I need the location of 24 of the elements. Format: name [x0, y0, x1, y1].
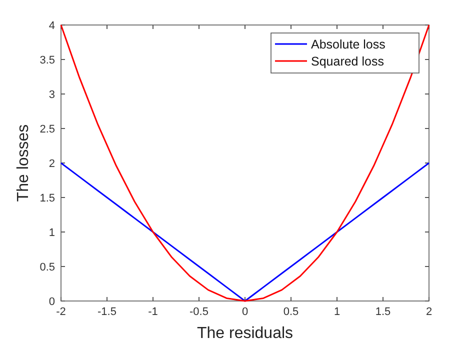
x-tick-label: -2: [56, 306, 66, 318]
y-tick-label: 0: [48, 296, 55, 308]
x-tick-label: 0: [242, 306, 248, 318]
x-tick-label: 1.5: [375, 306, 391, 318]
y-tick-label: 0.5: [40, 262, 55, 274]
y-tick-label: 1: [48, 227, 55, 239]
y-tick-label: 1.5: [40, 192, 55, 204]
x-tick-label: 0.5: [283, 306, 299, 318]
y-tick-label: 2: [48, 158, 55, 170]
y-tick-label: 3: [48, 89, 55, 101]
line-series: [60, 24, 430, 302]
y-tick-label: 4: [48, 20, 55, 32]
x-tick-label: 1: [334, 306, 340, 318]
y-tick-label: 2.5: [40, 124, 55, 136]
x-tick-label: -1.5: [98, 306, 116, 318]
y-axis-title: The losses: [15, 124, 32, 202]
x-tick-label: 2: [426, 306, 432, 318]
x-tick-label: -0.5: [190, 306, 208, 318]
x-tick-label: -1: [148, 306, 158, 318]
x-axis-title: The residuals: [196, 325, 294, 342]
legend-label: Absolute loss: [311, 38, 386, 52]
legend-label: Squared loss: [311, 54, 384, 68]
line-series: [60, 162, 430, 302]
y-tick-label: 3.5: [40, 54, 55, 66]
